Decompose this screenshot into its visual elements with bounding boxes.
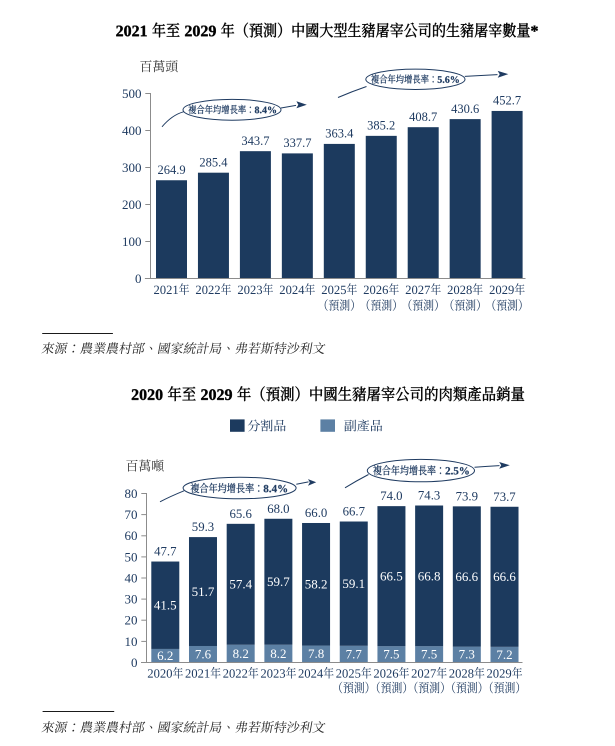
svg-text:66.6: 66.6: [455, 569, 478, 584]
svg-text:500: 500: [122, 86, 142, 101]
svg-text:30: 30: [125, 592, 138, 607]
svg-text:66.5: 66.5: [380, 569, 403, 584]
svg-text:66.0: 66.0: [305, 506, 327, 520]
svg-text:65.6: 65.6: [229, 507, 252, 521]
svg-text:40: 40: [125, 570, 138, 585]
svg-text:70: 70: [125, 507, 138, 522]
svg-text:7.2: 7.2: [496, 647, 512, 662]
svg-text:264.9: 264.9: [157, 163, 185, 177]
svg-text:452.7: 452.7: [493, 94, 521, 108]
svg-text:68.0: 68.0: [267, 502, 289, 516]
svg-text:7.3: 7.3: [459, 647, 475, 662]
svg-text:7.8: 7.8: [308, 646, 324, 661]
svg-text:0: 0: [131, 655, 138, 670]
svg-text:66.8: 66.8: [418, 568, 441, 583]
svg-text:400: 400: [122, 123, 142, 138]
svg-text:51.7: 51.7: [192, 584, 215, 599]
svg-text:59.1: 59.1: [342, 576, 365, 591]
svg-text:337.7: 337.7: [283, 136, 311, 150]
svg-text:200: 200: [122, 197, 142, 212]
svg-text:20: 20: [125, 613, 138, 628]
svg-text:66.6: 66.6: [493, 569, 516, 584]
svg-text:8.2: 8.2: [233, 646, 249, 661]
svg-text:73.9: 73.9: [456, 489, 478, 503]
svg-text:385.2: 385.2: [367, 119, 395, 133]
svg-text:74.0: 74.0: [380, 489, 402, 503]
svg-text:363.4: 363.4: [325, 127, 354, 141]
svg-text:7.5: 7.5: [383, 647, 399, 662]
svg-text:58.2: 58.2: [305, 577, 328, 592]
svg-text:50: 50: [125, 549, 138, 564]
svg-text:343.7: 343.7: [241, 134, 269, 148]
svg-text:66.7: 66.7: [343, 505, 366, 519]
svg-text:10: 10: [125, 634, 138, 649]
svg-text:7.6: 7.6: [195, 646, 212, 661]
svg-text:6.2: 6.2: [157, 648, 173, 663]
svg-text:0: 0: [135, 271, 142, 286]
svg-text:285.4: 285.4: [199, 155, 228, 169]
svg-text:80: 80: [125, 486, 138, 501]
svg-text:7.5: 7.5: [421, 647, 437, 662]
svg-text:430.6: 430.6: [451, 102, 479, 116]
svg-text:47.7: 47.7: [154, 545, 177, 559]
svg-text:73.7: 73.7: [493, 490, 516, 504]
svg-text:59.3: 59.3: [192, 520, 214, 534]
svg-text:60: 60: [125, 528, 138, 543]
svg-text:74.3: 74.3: [418, 489, 440, 503]
svg-text:408.7: 408.7: [409, 110, 437, 124]
svg-text:100: 100: [122, 234, 142, 249]
svg-text:41.5: 41.5: [154, 598, 177, 613]
svg-text:57.4: 57.4: [229, 577, 252, 592]
svg-text:7.7: 7.7: [346, 646, 363, 661]
svg-text:300: 300: [122, 160, 142, 175]
svg-text:59.7: 59.7: [267, 574, 290, 589]
svg-text:8.2: 8.2: [270, 646, 286, 661]
